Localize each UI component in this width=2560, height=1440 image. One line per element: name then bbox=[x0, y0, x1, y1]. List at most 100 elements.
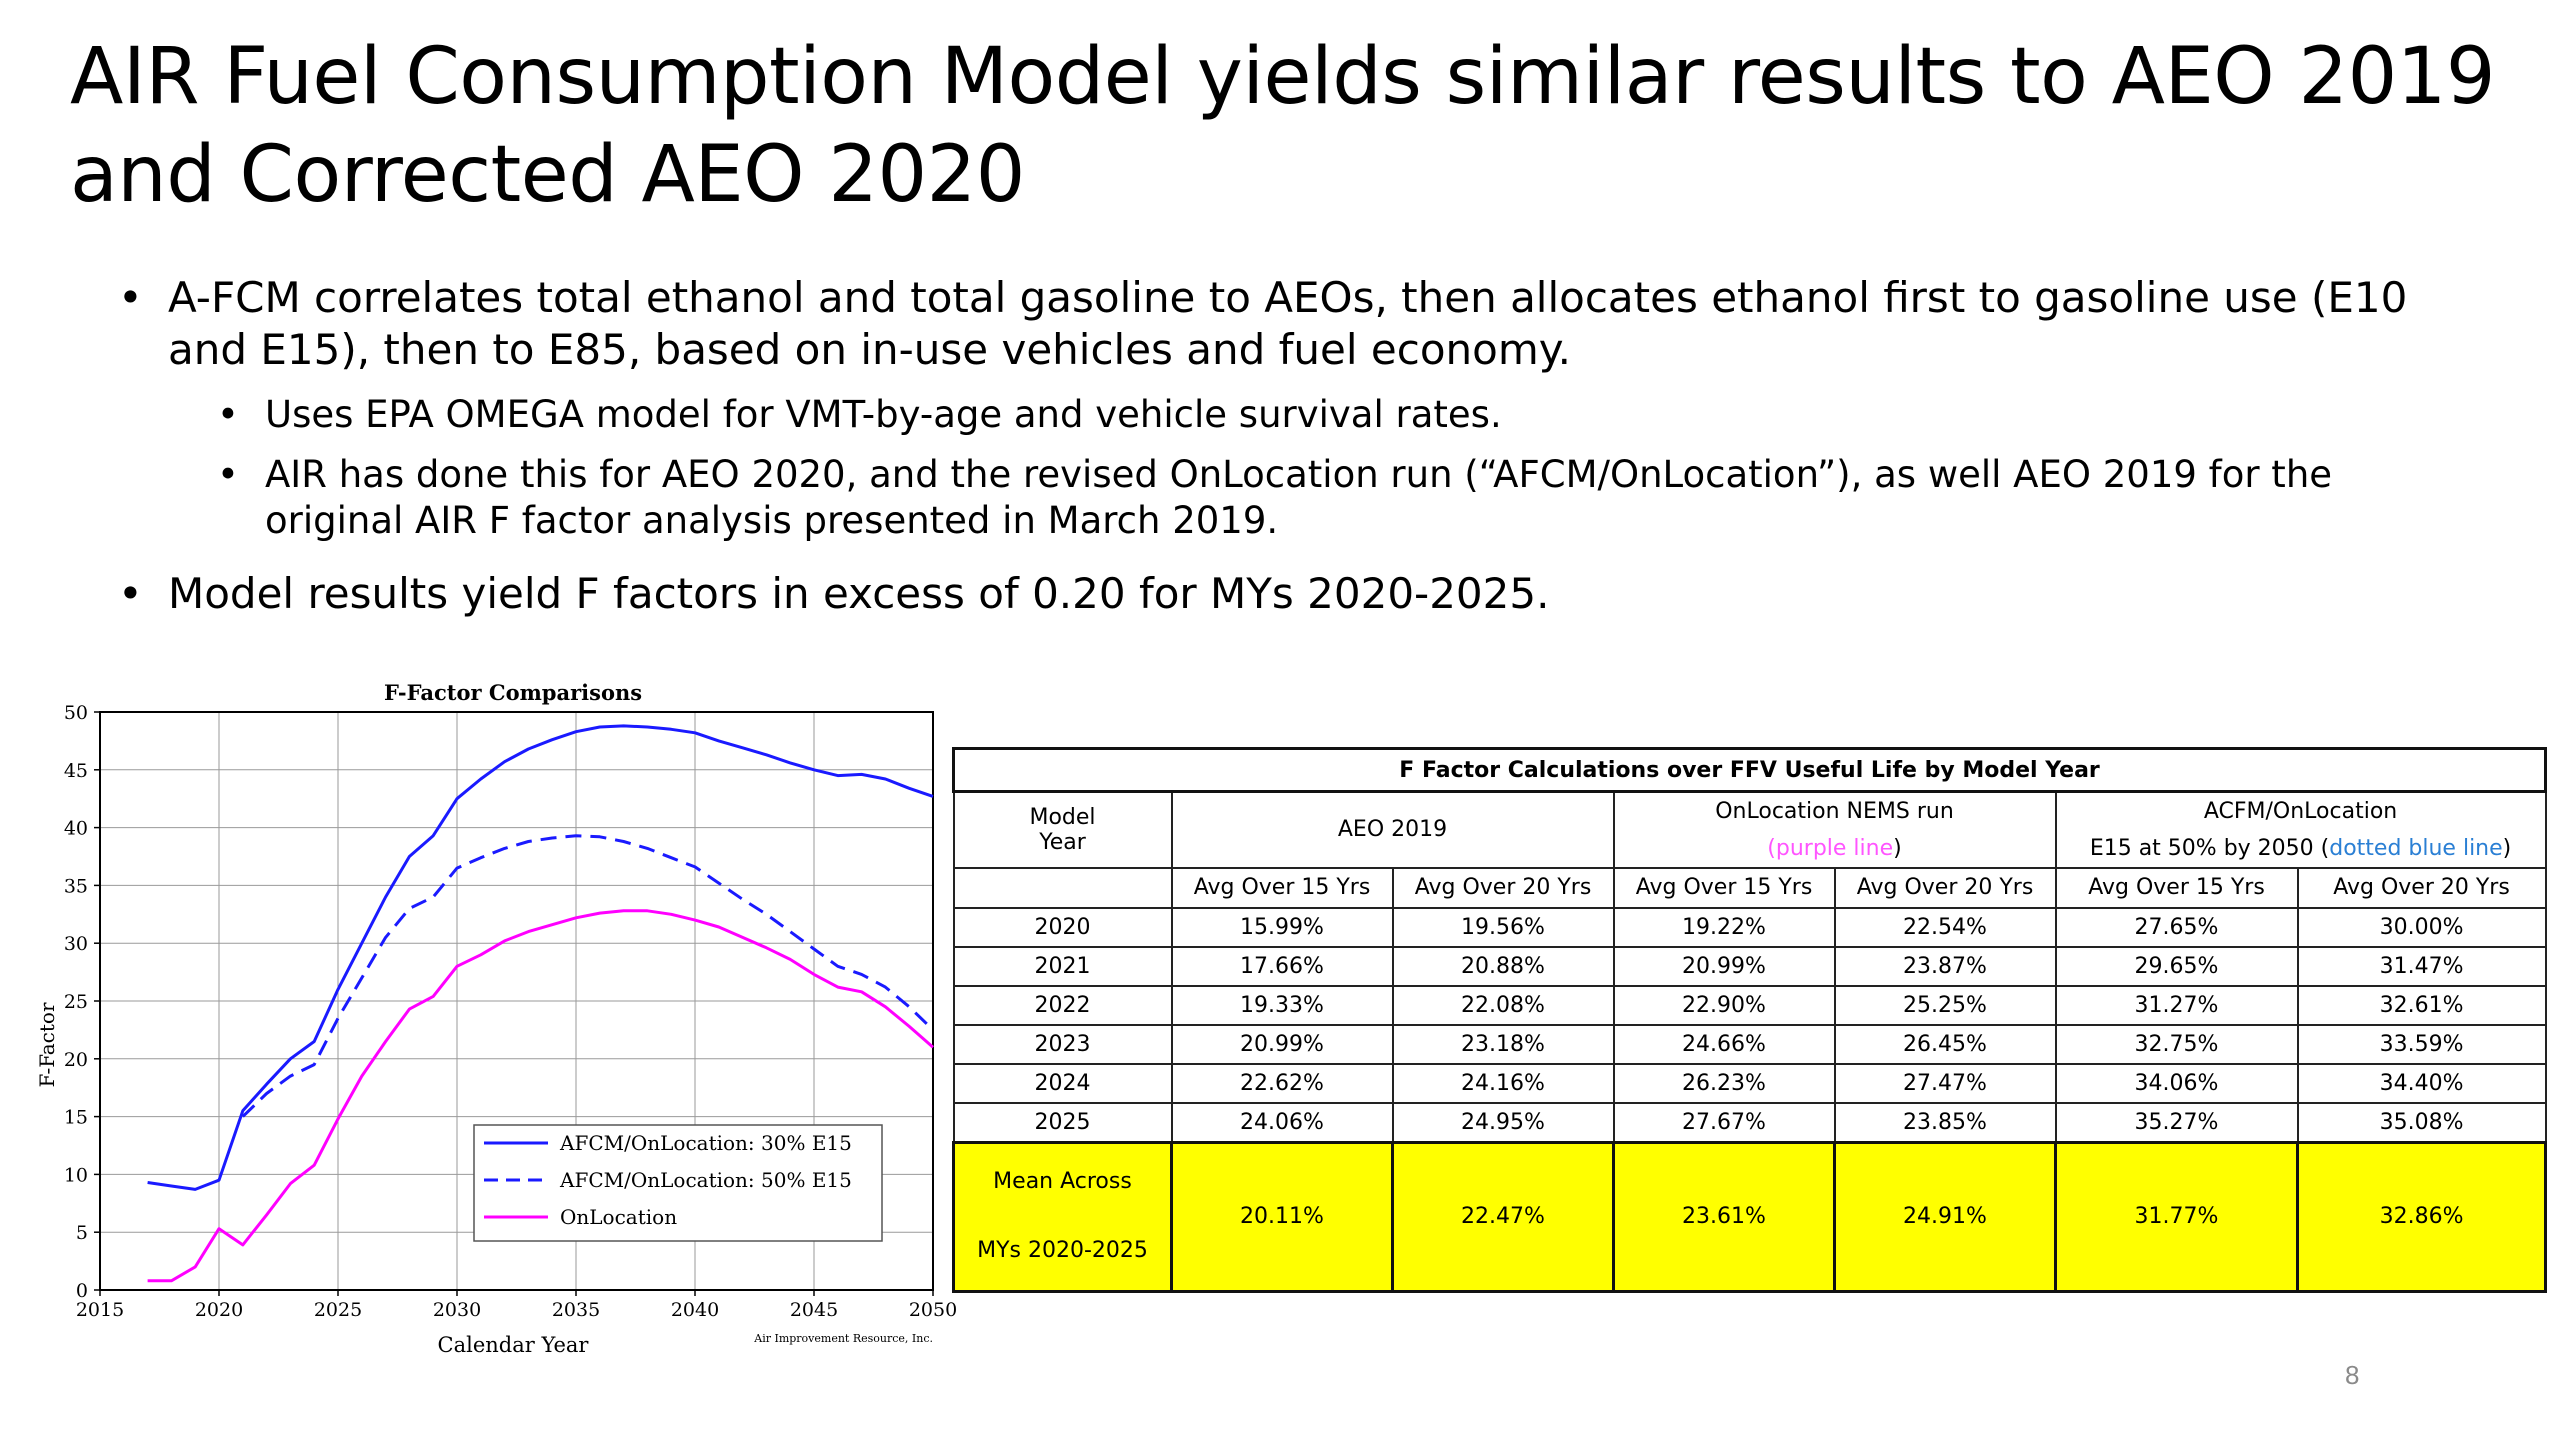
bullet-item: Uses EPA OMEGA model for VMT-by-age and … bbox=[265, 393, 1502, 436]
model-year-cell: 2022 bbox=[952, 984, 1173, 1026]
y-tick-label: 15 bbox=[64, 1107, 88, 1129]
model-year-cell: 2021 bbox=[952, 945, 1173, 987]
model-year-cell: 2023 bbox=[952, 1023, 1173, 1065]
model-year-cell: 2025 bbox=[952, 1101, 1173, 1143]
onlocation-open-paren: ( bbox=[1767, 835, 1776, 861]
header-model-year-line2: Year bbox=[1039, 829, 1086, 855]
chart-series bbox=[147, 724, 935, 1283]
value-cell: 24.16% bbox=[1391, 1062, 1615, 1104]
value-cell: 31.47% bbox=[2296, 945, 2547, 987]
value-cell: 22.90% bbox=[1612, 984, 1836, 1026]
plot-frame bbox=[99, 711, 934, 1291]
table-caption: F Factor Calculations over FFV Useful Li… bbox=[951, 747, 2548, 793]
table-row: 2022 19.33% 22.08% 22.90% 25.25% 31.27% 32.61% bbox=[952, 984, 2547, 1026]
x-tick-label: 2050 bbox=[909, 1299, 957, 1321]
header-aeo-2019: AEO 2019 bbox=[1170, 790, 1615, 869]
mean-value-cell: 32.86% bbox=[2295, 1140, 2548, 1293]
mean-label-line2: MYs 2020-2025 bbox=[977, 1237, 1148, 1263]
y-axis-label: F-Factor bbox=[35, 1002, 59, 1087]
value-cell: 15.99% bbox=[1170, 906, 1394, 948]
sub-header-cell: Avg Over 20 Yrs bbox=[1833, 866, 2057, 909]
value-cell: 26.45% bbox=[1833, 1023, 2057, 1065]
y-tick-label: 30 bbox=[64, 933, 88, 955]
onlocation-close-paren: ) bbox=[1893, 835, 1902, 861]
header-acfm-line2: E15 at 50% by 2050 (dotted blue line) bbox=[2054, 829, 2547, 869]
table-row: 2020 15.99% 19.56% 19.22% 22.54% 27.65% 30.00% bbox=[952, 906, 2547, 948]
mean-label-cell: Mean Across MYs 2020-2025 bbox=[952, 1140, 1173, 1293]
chart-credit: Air Improvement Resource, Inc. bbox=[753, 1332, 933, 1345]
f-factor-chart: F-Factor Comparisons 2015 2020 2025 2030 203… bbox=[35, 680, 957, 1357]
header-onlocation-line2: (purple line) bbox=[1612, 829, 2057, 869]
chart-title: F-Factor Comparisons bbox=[384, 680, 642, 705]
sub-header-cell: Avg Over 20 Yrs bbox=[2296, 866, 2547, 909]
f-factor-table: F Factor Calculations over FFV Useful Li… bbox=[951, 747, 2548, 1293]
dotted-blue-line-label: dotted blue line bbox=[2329, 835, 2503, 861]
value-cell: 34.40% bbox=[2296, 1062, 2547, 1104]
value-cell: 19.33% bbox=[1170, 984, 1394, 1026]
x-tick-label: 2040 bbox=[671, 1299, 719, 1321]
bullet-dot: • bbox=[217, 393, 239, 436]
value-cell: 23.85% bbox=[1833, 1101, 2057, 1143]
value-cell: 23.87% bbox=[1833, 945, 2057, 987]
mean-value-cell: 22.47% bbox=[1391, 1140, 1615, 1293]
value-cell: 22.08% bbox=[1391, 984, 1615, 1026]
bullet-dot: • bbox=[118, 569, 143, 618]
mean-value-cell: 23.61% bbox=[1612, 1140, 1836, 1293]
mean-value-cell: 24.91% bbox=[1833, 1140, 2057, 1293]
y-tick-label: 5 bbox=[76, 1222, 88, 1244]
y-tick-label: 10 bbox=[64, 1164, 88, 1186]
purple-line-label: purple line bbox=[1775, 835, 1894, 861]
value-cell: 25.25% bbox=[1833, 984, 2057, 1026]
x-tick-label: 2030 bbox=[433, 1299, 481, 1321]
value-cell: 20.99% bbox=[1170, 1023, 1394, 1065]
model-year-cell: 2020 bbox=[952, 906, 1173, 948]
value-cell: 20.88% bbox=[1391, 945, 1615, 987]
series-line-50-e15 bbox=[241, 834, 935, 1118]
sub-header-cell: Avg Over 15 Yrs bbox=[1170, 866, 1394, 909]
value-cell: 32.61% bbox=[2296, 984, 2547, 1026]
value-cell: 35.08% bbox=[2296, 1101, 2547, 1143]
bullet-item: AIR has done this for AEO 2020, and the … bbox=[265, 453, 2333, 542]
y-tick-label: 40 bbox=[64, 818, 88, 840]
value-cell: 27.65% bbox=[2054, 906, 2299, 948]
value-cell: 33.59% bbox=[2296, 1023, 2547, 1065]
value-cell: 27.67% bbox=[1612, 1101, 1836, 1143]
y-tick-label: 50 bbox=[64, 702, 88, 724]
value-cell: 22.62% bbox=[1170, 1062, 1394, 1104]
value-cell: 17.66% bbox=[1170, 945, 1394, 987]
value-cell: 29.65% bbox=[2054, 945, 2299, 987]
x-tick-label: 2035 bbox=[552, 1299, 600, 1321]
chart-axes: 2015 2020 2025 2030 2035 2040 2045 205005101520… bbox=[64, 702, 957, 1321]
mean-value-cell: 20.11% bbox=[1170, 1140, 1394, 1293]
chart-grid bbox=[100, 712, 933, 1290]
legend-label-50-e15: AFCM/OnLocation: 50% E15 bbox=[559, 1168, 852, 1192]
sub-header-cell: Avg Over 20 Yrs bbox=[1391, 866, 1615, 909]
acfm-e15-label: E15 at 50% by 2050 ( bbox=[2089, 835, 2330, 861]
mean-value-cell: 31.77% bbox=[2054, 1140, 2299, 1293]
value-cell: 20.99% bbox=[1612, 945, 1836, 987]
table-row: 2025 24.06% 24.95% 27.67% 23.85% 35.27% 35.08% bbox=[952, 1101, 2547, 1143]
header-acfm-line1: ACFM/OnLocation bbox=[2054, 790, 2547, 830]
table-row: 2023 20.99% 23.18% 24.66% 26.45% 32.75% 33.59% bbox=[952, 1023, 2547, 1065]
bullet-item: Model results yield F factors in excess … bbox=[168, 569, 1550, 618]
value-cell: 22.54% bbox=[1833, 906, 2057, 948]
value-cell: 19.56% bbox=[1391, 906, 1615, 948]
legend-label-30-e15: AFCM/OnLocation: 30% E15 bbox=[559, 1131, 852, 1155]
bullet-dot: • bbox=[118, 273, 143, 322]
y-tick-label: 0 bbox=[76, 1280, 88, 1302]
slide-title: AIR Fuel Consumption Model yields simila… bbox=[70, 32, 2495, 220]
header-onlocation-line1: OnLocation NEMS run bbox=[1612, 790, 2057, 830]
y-tick-label: 20 bbox=[64, 1049, 88, 1071]
value-cell: 26.23% bbox=[1612, 1062, 1836, 1104]
y-tick-label: 35 bbox=[64, 875, 88, 897]
table-row: 2021 17.66% 20.88% 20.99% 23.87% 29.65% 31.47% bbox=[952, 945, 2547, 987]
x-tick-label: 2015 bbox=[76, 1299, 124, 1321]
bullet-item: A-FCM correlates total ethanol and total… bbox=[168, 273, 2408, 374]
value-cell: 27.47% bbox=[1833, 1062, 2057, 1104]
series-line-onlocation bbox=[147, 909, 934, 1283]
header-model-year-line1: Model bbox=[1029, 804, 1096, 830]
y-tick-label: 45 bbox=[64, 760, 88, 782]
value-cell: 24.66% bbox=[1612, 1023, 1836, 1065]
table-row: 2024 22.62% 24.16% 26.23% 27.47% 34.06% 34.40% bbox=[952, 1062, 2547, 1104]
value-cell: 19.22% bbox=[1612, 906, 1836, 948]
